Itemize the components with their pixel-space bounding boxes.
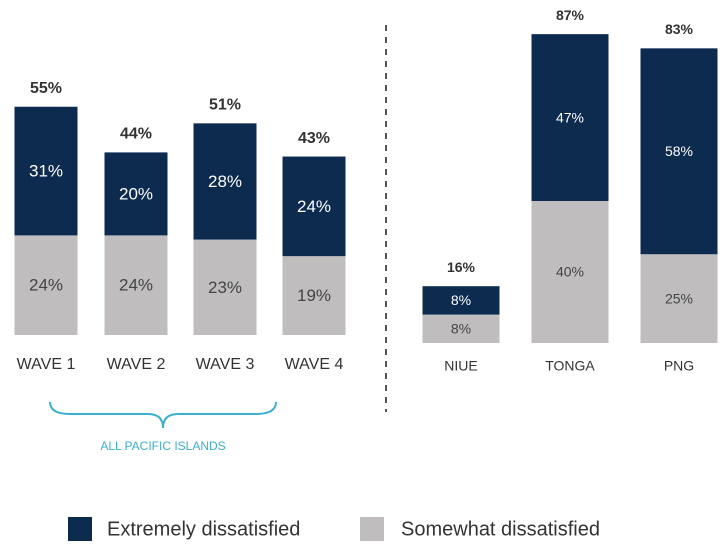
value-label: 31% — [29, 162, 63, 181]
total-label: 55% — [30, 80, 62, 97]
value-label: 58% — [665, 143, 693, 159]
annotation: ALL PACIFIC ISLANDS — [100, 439, 225, 453]
value-label: 8% — [451, 321, 471, 337]
value-label: 28% — [208, 172, 242, 191]
x-tick-label: PNG — [664, 358, 694, 374]
bar-segment — [422, 314, 500, 343]
total-label: 44% — [120, 126, 152, 143]
bar-segment — [640, 254, 718, 343]
bar-segment — [640, 48, 718, 255]
legend-label: Extremely dissatisfied — [107, 518, 300, 540]
bar-segment — [14, 235, 78, 335]
value-label: 24% — [119, 276, 153, 295]
bar-segment — [193, 239, 257, 335]
total-label: 43% — [298, 130, 330, 147]
value-label: 20% — [119, 184, 153, 203]
value-label: 23% — [208, 278, 242, 297]
bar-segment — [531, 34, 609, 202]
bar-segment — [104, 152, 168, 236]
value-label: 24% — [29, 276, 63, 295]
value-label: 24% — [297, 197, 331, 216]
bar-segment — [282, 256, 346, 335]
legend-swatch — [360, 517, 384, 541]
legend-label: Somewhat dissatisfied — [401, 518, 600, 540]
value-label: 40% — [556, 264, 584, 280]
x-tick-label: WAVE 1 — [17, 356, 76, 373]
legend-swatch — [68, 517, 92, 541]
x-tick-label: TONGA — [545, 358, 595, 374]
total-label: 16% — [447, 259, 476, 275]
bar-segment — [14, 106, 78, 236]
bar-segment — [282, 156, 346, 257]
bar-segment — [422, 286, 500, 315]
value-label: 8% — [451, 292, 471, 308]
x-tick-label: NIUE — [444, 358, 477, 374]
bar-segment — [193, 123, 257, 240]
x-tick-label: WAVE 3 — [196, 356, 255, 373]
total-label: 83% — [665, 21, 694, 37]
total-label: 87% — [556, 7, 585, 23]
bar-segment — [531, 201, 609, 343]
bar-segment — [104, 235, 168, 335]
value-label: 25% — [665, 290, 693, 306]
bracket — [49, 401, 277, 429]
total-label: 51% — [209, 97, 241, 114]
value-label: 47% — [556, 109, 584, 125]
value-label: 19% — [297, 286, 331, 305]
x-tick-label: WAVE 4 — [285, 356, 344, 373]
x-tick-label: WAVE 2 — [107, 356, 166, 373]
